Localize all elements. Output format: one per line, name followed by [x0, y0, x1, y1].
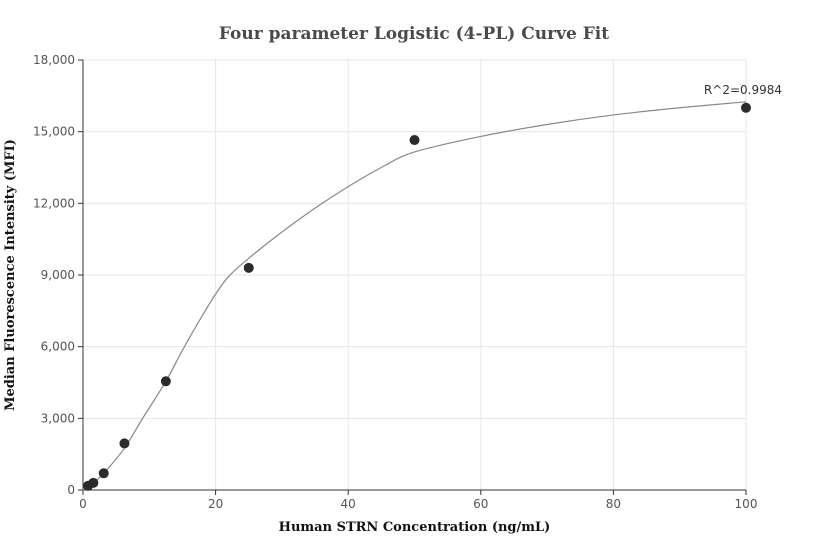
y-tick-label: 9,000 — [41, 268, 75, 282]
y-tick-label: 6,000 — [41, 340, 75, 354]
x-tick-label: 20 — [208, 497, 223, 511]
y-tick-label: 18,000 — [33, 53, 75, 67]
data-point — [98, 468, 109, 479]
fit-curve-layer — [82, 101, 747, 491]
y-tick-label: 0 — [67, 483, 75, 497]
axis-layer: 0 3,000 6,000 9,000 12,000 15,000 18,000 0 20 40 6… — [33, 53, 757, 511]
y-tick-label: 15,000 — [33, 125, 75, 139]
y-axis-title: Median Fluorescence Intensity (MFI) — [3, 139, 18, 411]
data-point — [741, 102, 751, 113]
y-tick-label: 12,000 — [33, 196, 75, 210]
r-squared-label: R^2=0.9984 — [704, 83, 782, 97]
y-tick-label: 3,000 — [41, 411, 75, 425]
data-points-layer — [83, 102, 751, 491]
chart-title: Four parameter Logistic (4-PL) Curve Fit — [219, 24, 609, 44]
data-point — [88, 477, 99, 488]
data-point — [243, 262, 254, 273]
data-point — [119, 438, 130, 449]
annotations-layer: R^2=0.9984 — [704, 83, 782, 97]
x-tick-label: 0 — [79, 497, 87, 511]
x-tick-label: 60 — [473, 497, 488, 511]
x-tick-label: 80 — [606, 497, 621, 511]
x-tick-label: 100 — [735, 497, 758, 511]
grid-layer — [83, 59, 747, 490]
data-point — [409, 135, 420, 146]
x-axis-title: Human STRN Concentration (ng/mL) — [279, 520, 551, 535]
x-tick-label: 40 — [341, 497, 356, 511]
fit-curve — [82, 101, 747, 491]
data-point — [160, 376, 171, 387]
